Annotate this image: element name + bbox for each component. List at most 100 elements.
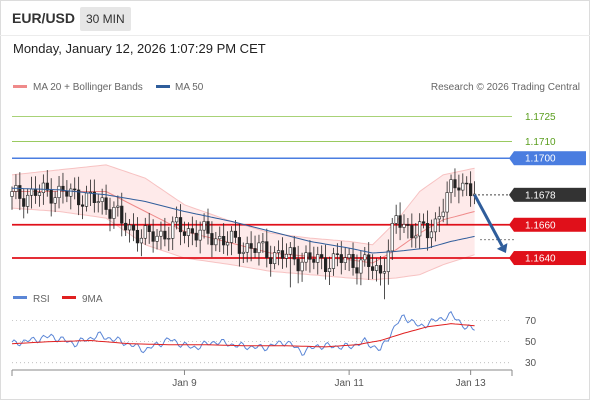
ma50-line: [11, 187, 475, 254]
candle-body: [100, 197, 104, 202]
candle-body: [398, 215, 402, 228]
rsi-ma-legend-swatch: [62, 296, 76, 299]
candle-body: [182, 231, 187, 236]
candle-body: [359, 259, 363, 274]
candle-body: [374, 265, 379, 271]
candle-body: [77, 189, 81, 206]
candle-body: [367, 254, 371, 267]
candle-body: [206, 221, 210, 234]
level-price-label: 1.1700: [525, 154, 556, 165]
candle-body: [202, 221, 206, 231]
target-level-label: 1.1710: [525, 137, 556, 148]
candle-body: [331, 253, 336, 269]
candle-body: [186, 228, 191, 236]
candle-body: [363, 254, 367, 261]
candle-body: [382, 271, 387, 274]
candle-body: [378, 265, 383, 274]
ma20-legend-swatch: [13, 85, 27, 88]
candle-body: [218, 236, 222, 240]
candle-body: [151, 231, 155, 242]
x-axis-tick-label: Jan 11: [334, 378, 364, 389]
candle-body: [128, 224, 132, 231]
candle-body: [312, 259, 316, 263]
candle-body: [96, 201, 100, 203]
candle-body: [241, 251, 245, 254]
forecast-arrow-shaft: [473, 194, 504, 247]
candle-body: [61, 185, 65, 192]
ma50-legend-label: MA 50: [175, 82, 204, 93]
candle-body: [441, 211, 445, 217]
candle-body: [300, 261, 304, 272]
level-label-pointer: [509, 251, 514, 266]
timeframe-button[interactable]: 30 MIN: [80, 7, 131, 31]
price-levels-layer: [12, 116, 514, 259]
candle-body: [437, 216, 441, 220]
candle-body: [339, 254, 343, 263]
level-label-box: [514, 187, 586, 202]
candle-body: [418, 221, 422, 237]
candle-body: [104, 197, 108, 210]
candle-body: [288, 247, 292, 255]
rsi-legend-label: RSI: [33, 294, 50, 305]
x-axis-ticks: Jan 9 Jan 11 Jan 13: [172, 370, 486, 389]
candle-body: [445, 192, 449, 213]
candle-body: [406, 224, 410, 226]
candle-body: [276, 250, 281, 253]
candle-body: [284, 253, 289, 259]
candle-body: [159, 230, 163, 237]
candle-body: [273, 252, 277, 264]
candle-body: [108, 209, 112, 219]
candle-body: [92, 191, 96, 203]
candle-body: [171, 221, 175, 239]
candle-body: [245, 243, 249, 253]
candle-body: [421, 221, 426, 224]
candle-body: [320, 254, 324, 259]
forecast-arrow-head: [496, 243, 508, 254]
candle-body: [194, 232, 198, 241]
level-price-label: 1.1660: [525, 220, 556, 231]
level-label-box: [514, 251, 586, 266]
ma20-legend-label: MA 20 + Bollinger Bands: [33, 82, 143, 93]
ma50-layer: [11, 187, 475, 254]
rsi-legend-swatch: [13, 296, 27, 299]
candle-body: [347, 254, 351, 259]
candle-body: [323, 257, 328, 272]
candle-body: [292, 247, 296, 260]
candle-body: [465, 182, 469, 185]
candle-body: [163, 230, 167, 240]
candle-body: [131, 224, 136, 231]
x-axis-tick-label: Jan 9: [172, 378, 197, 389]
candle-body: [394, 215, 398, 224]
candle-body: [414, 235, 418, 239]
target-level-label: 1.1725: [525, 112, 556, 123]
level-label-box: [514, 151, 586, 166]
candle-body: [210, 233, 214, 246]
candle-body: [147, 225, 151, 232]
candle-body: [120, 205, 124, 224]
candle-body: [457, 187, 461, 191]
candle-body: [178, 217, 183, 233]
candle-body: [296, 258, 300, 272]
candle-body: [249, 243, 253, 249]
level-label-pointer: [509, 217, 514, 232]
candle-body: [226, 242, 230, 246]
x-axis-tick-label: Jan 13: [456, 378, 486, 389]
candle-body: [18, 185, 22, 199]
rsi-tick-label: 70: [525, 316, 537, 327]
candle-body: [308, 252, 312, 260]
candle-body: [84, 192, 89, 207]
candle-body: [49, 189, 53, 204]
bollinger-lower-line: [11, 207, 475, 281]
candle-body: [386, 250, 390, 272]
candle-body: [261, 241, 265, 244]
level-price-label: 1.1640: [525, 254, 556, 265]
candle-body: [10, 191, 14, 197]
candle-body: [410, 225, 414, 239]
candle-body: [449, 179, 453, 193]
candle-body: [429, 231, 434, 239]
rsi-tick-label: 30: [525, 358, 537, 369]
candle-body: [316, 254, 320, 263]
candle-body: [135, 229, 140, 244]
level-label-pointer: [509, 187, 514, 202]
bollinger-band-fill: [12, 164, 475, 280]
